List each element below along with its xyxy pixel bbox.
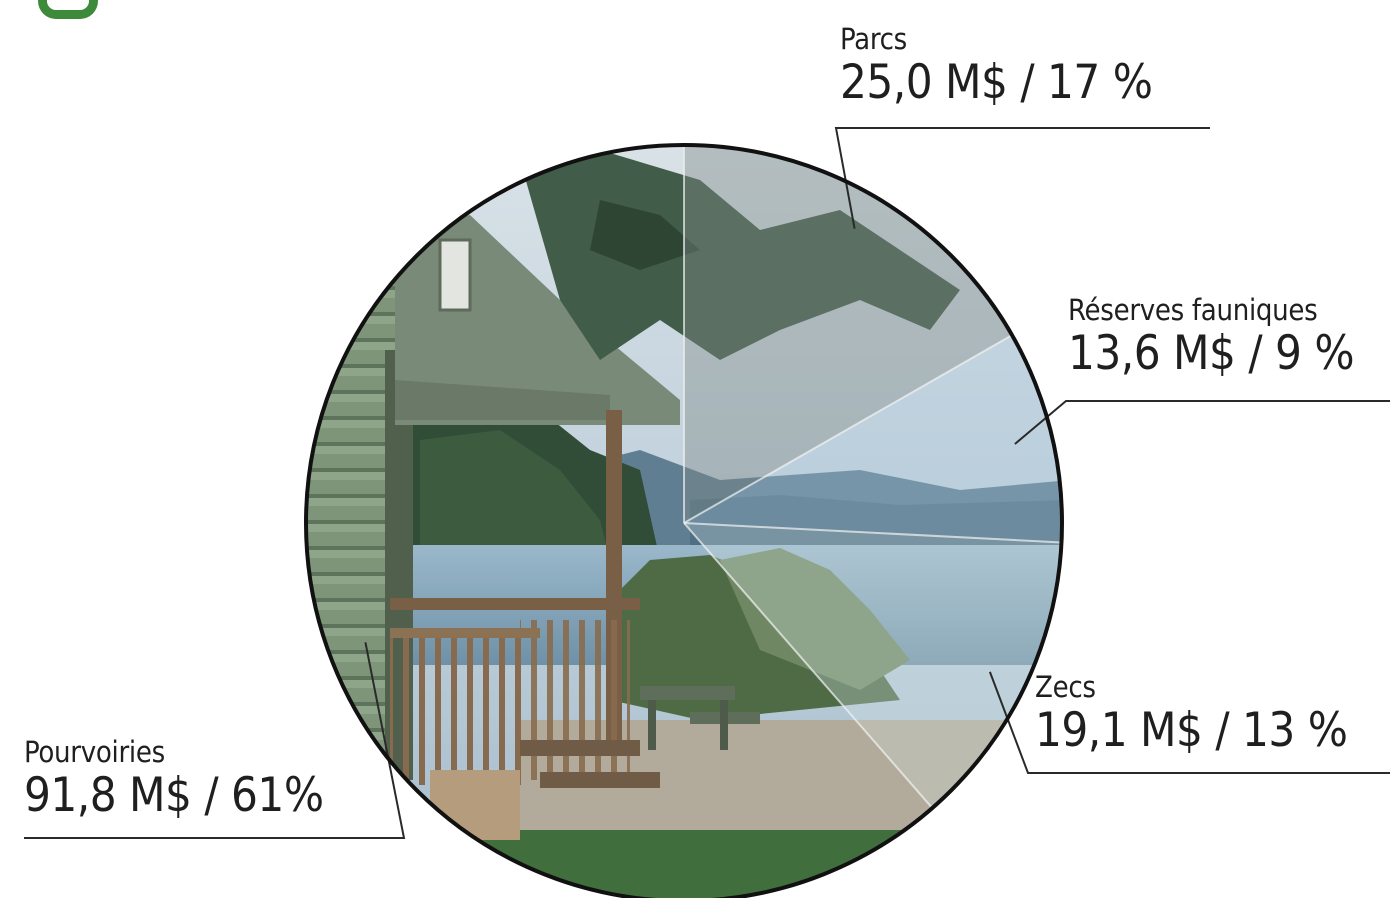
leader-line-reserves-fauniques [1014, 400, 1390, 445]
leader-lines [24, 127, 1390, 839]
pie-outline [304, 143, 1064, 898]
label-reserves-fauniques-name: Réserves fauniques [1068, 293, 1318, 327]
slice-edge-zecs [683, 522, 1062, 544]
label-parcs: Parcs 25,0 M$ / 17 % [840, 22, 1153, 110]
label-reserves-fauniques: Réserves fauniques 13,6 M$ / 9 % [1068, 293, 1355, 381]
leader-line-parcs [834, 127, 1210, 229]
label-zecs-name: Zecs [1035, 670, 1096, 704]
label-pourvoiries-value: 91,8 M$ / 61% [24, 768, 324, 823]
brand-mark [38, 0, 98, 19]
label-zecs: Zecs 19,1 M$ / 13 % [1035, 670, 1348, 758]
label-reserves-fauniques-value: 13,6 M$ / 9 % [1068, 326, 1355, 381]
leader-line-zecs [988, 671, 1390, 774]
slice-edge-pourvoiries [683, 522, 934, 809]
slice-pourvoiries [306, 145, 933, 898]
pie-slices [306, 145, 1062, 898]
label-pourvoiries-name: Pourvoiries [24, 735, 165, 769]
slice-parcs [684, 145, 1013, 523]
slice-zecs [684, 523, 1062, 809]
leader-line-pourvoiries [24, 642, 406, 839]
label-pourvoiries: Pourvoiries 91,8 M$ / 61% [24, 735, 324, 823]
label-parcs-value: 25,0 M$ / 17 % [840, 55, 1153, 110]
slice-edge-reserves-fauniques [683, 334, 1013, 524]
label-zecs-value: 19,1 M$ / 13 % [1035, 703, 1348, 758]
label-parcs-name: Parcs [840, 22, 907, 56]
slice-reserves-fauniques [684, 335, 1062, 543]
